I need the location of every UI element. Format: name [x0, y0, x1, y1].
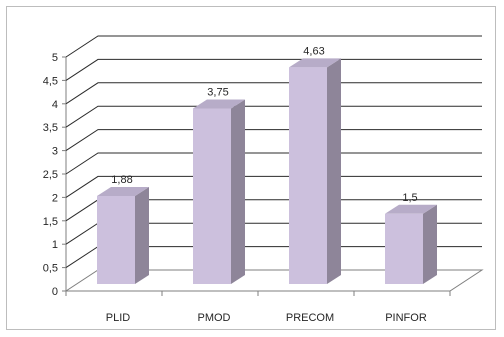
y-tick-label: 2,5: [43, 169, 58, 181]
gridlines: [65, 35, 482, 269]
bar-precom: [289, 58, 341, 284]
y-tick-label: 4,5: [43, 75, 58, 87]
bar-front: [97, 196, 135, 284]
bar-side: [135, 187, 149, 284]
data-label: 4,63: [303, 45, 324, 57]
bar-pmod: [193, 99, 245, 284]
y-tick-label: 5: [52, 52, 58, 64]
data-labels: 1,88 3,75 4,63 1,5: [111, 45, 417, 203]
gridline: [65, 152, 482, 175]
bar-top: [385, 204, 437, 214]
gridline: [65, 129, 482, 152]
bar-top: [289, 58, 341, 68]
data-label: 1,5: [402, 192, 417, 204]
bar-side: [327, 58, 341, 284]
y-tick-label: 2: [52, 192, 58, 204]
y-tick-label: 0,5: [43, 263, 58, 275]
bar-top: [97, 187, 149, 197]
y-axis-ticks: 0 0,5 1 1,5 2 2,5 3 3,5 4 4,5 5: [43, 52, 66, 298]
y-tick-label: 4: [52, 99, 58, 111]
gridline: [65, 82, 482, 105]
y-tick-label: 3,5: [43, 122, 58, 134]
data-label: 3,75: [207, 87, 228, 99]
bar-front: [385, 213, 423, 284]
gridline: [65, 105, 482, 128]
x-axis-categories: PLID PMOD PRECOM PINFOR: [65, 291, 451, 324]
x-category-label: PLID: [106, 312, 131, 324]
bar-front: [289, 67, 327, 284]
bars: [97, 58, 437, 284]
bar-side: [231, 99, 245, 284]
gridline: [65, 175, 482, 198]
bar-side: [423, 204, 437, 284]
gridline: [65, 35, 482, 58]
bar-front: [193, 108, 231, 284]
chart-floor: [64, 269, 484, 292]
y-tick-label: 1,5: [43, 216, 58, 228]
x-category-label: PMOD: [198, 312, 231, 324]
data-label: 1,88: [111, 174, 132, 186]
y-tick-label: 0: [52, 286, 58, 298]
bar-plid: [97, 187, 149, 284]
y-tick-label: 3: [52, 146, 58, 158]
x-category-label: PINFOR: [385, 312, 427, 324]
x-category-label: PRECOM: [286, 312, 334, 324]
gridline: [65, 58, 482, 81]
y-tick-label: 1: [52, 239, 58, 251]
bar-pinfor: [385, 204, 437, 284]
bar-top: [193, 99, 245, 109]
